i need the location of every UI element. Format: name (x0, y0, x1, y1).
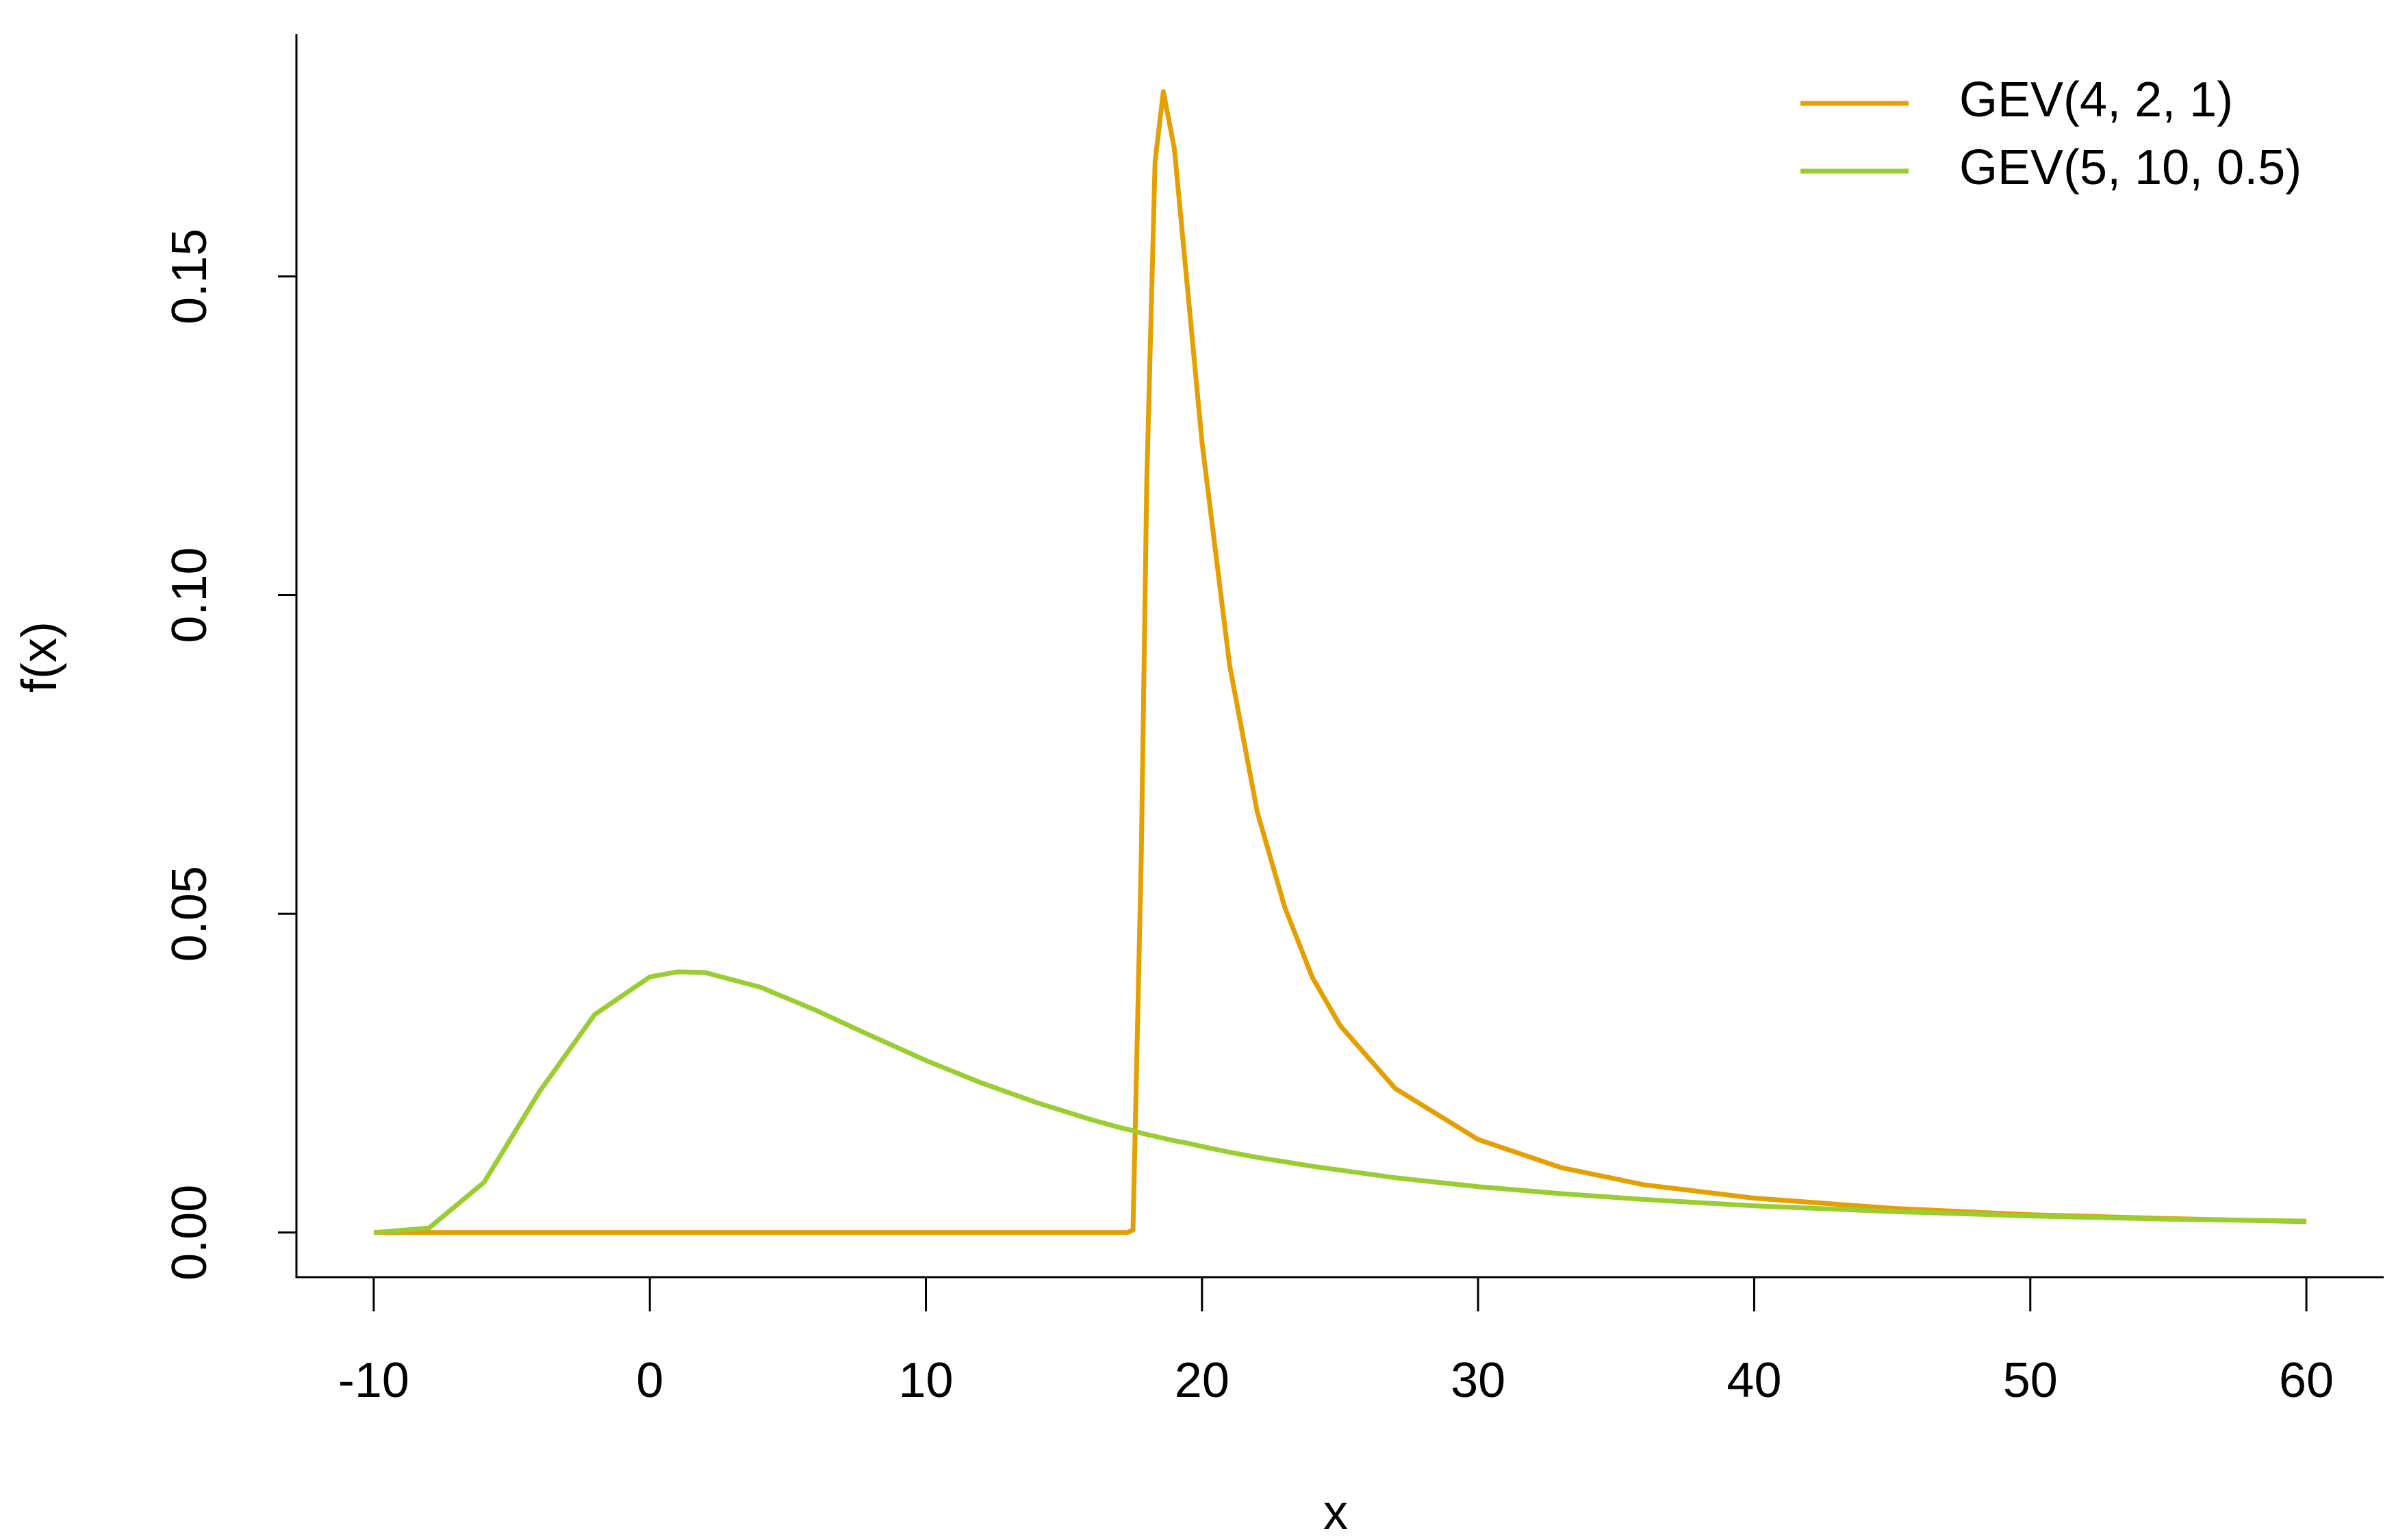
x-tick-label: -10 (338, 1353, 409, 1408)
y-tick-label: 0.00 (162, 1185, 217, 1281)
x-tick-label: 0 (636, 1353, 663, 1408)
y-axis-title: f(x) (12, 621, 67, 693)
x-tick-label: 10 (898, 1353, 953, 1408)
x-tick-label: 50 (2003, 1353, 2058, 1408)
series-line (373, 89, 2307, 1235)
x-axis-title: x (1323, 1485, 1348, 1540)
x-tick-label: 60 (2279, 1353, 2334, 1408)
legend-label: GEV(5, 10, 0.5) (1959, 140, 2302, 195)
x-tick-label: 20 (1175, 1353, 1229, 1408)
y-tick-label: 0.05 (162, 866, 217, 962)
legend-label: GEV(4, 2, 1) (1959, 73, 2233, 127)
series-line (373, 969, 2307, 1235)
x-tick-label: 30 (1451, 1353, 1505, 1408)
y-tick-label: 0.15 (162, 229, 217, 324)
y-tick-label: 0.10 (162, 547, 217, 643)
axis-frame (295, 34, 2384, 1279)
x-tick-label: 40 (1726, 1353, 1781, 1408)
